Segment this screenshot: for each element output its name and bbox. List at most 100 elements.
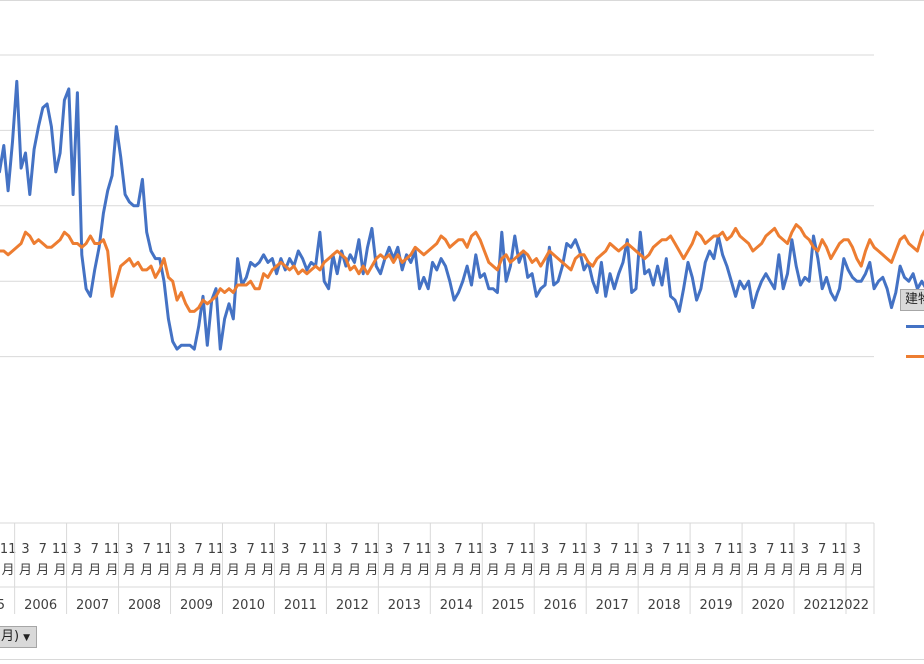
x-tick-month: 11: [52, 542, 69, 557]
x-tick-month-suffix: 月: [158, 563, 171, 578]
x-tick-month: 7: [91, 542, 99, 557]
x-tick-month-suffix: 月: [591, 563, 604, 578]
x-tick-year: 2010: [232, 598, 265, 613]
x-tick-month: 3: [21, 542, 29, 557]
x-tick-month: 11: [104, 542, 121, 557]
x-tick-month-suffix: 月: [123, 563, 136, 578]
x-tick-month-suffix: 月: [175, 563, 188, 578]
x-tick-month: 3: [73, 542, 81, 557]
x-tick-month-suffix: 月: [816, 563, 829, 578]
x-tick-year: 2020: [752, 598, 785, 613]
x-tick-month-suffix: 月: [2, 563, 15, 578]
x-tick-year: 2018: [648, 598, 681, 613]
x-tick-year: 2014: [440, 598, 473, 613]
series-layer: [0, 79, 924, 351]
x-tick-month: 11: [519, 542, 536, 557]
x-tick-month-suffix: 月: [504, 563, 517, 578]
axis-field-button[interactable]: 月) ▼: [0, 626, 37, 648]
x-tick-month: 7: [766, 542, 774, 557]
x-tick-month-suffix: 月: [677, 563, 690, 578]
legend-series-2-swatch: [906, 355, 924, 358]
x-tick-month-suffix: 月: [365, 563, 378, 578]
x-tick-month-suffix: 月: [712, 563, 725, 578]
axis-field-label: 月): [1, 629, 20, 644]
legend-series-1-swatch: [906, 325, 924, 328]
x-tick-month-suffix: 月: [487, 563, 500, 578]
x-tick-month-suffix: 月: [71, 563, 84, 578]
x-tick-month: 7: [610, 542, 618, 557]
x-tick-month-suffix: 月: [400, 563, 413, 578]
x-tick-month-suffix: 月: [694, 563, 707, 578]
x-tick-month: 7: [714, 542, 722, 557]
x-tick-month: 7: [402, 542, 410, 557]
x-tick-month: 3: [437, 542, 445, 557]
x-tick-month-suffix: 月: [746, 563, 759, 578]
x-tick-month-suffix: 月: [625, 563, 638, 578]
x-tick-month-suffix: 月: [642, 563, 655, 578]
x-tick-month-suffix: 月: [192, 563, 205, 578]
x-tick-month: 3: [385, 542, 393, 557]
x-tick-month-suffix: 月: [539, 563, 552, 578]
x-tick-month: 7: [506, 542, 514, 557]
x-tick-month: 7: [246, 542, 254, 557]
x-tick-month: 3: [749, 542, 757, 557]
x-tick-year: 2013: [388, 598, 421, 613]
x-tick-month: 3: [645, 542, 653, 557]
x-tick-month: 3: [489, 542, 497, 557]
x-tick-month: 3: [541, 542, 549, 557]
x-tick-month-suffix: 月: [469, 563, 482, 578]
x-tick-year: 2007: [76, 598, 109, 613]
x-tick-month-suffix: 月: [452, 563, 465, 578]
x-tick-month: 3: [853, 542, 861, 557]
x-tick-month-suffix: 月: [764, 563, 777, 578]
x-tick-month-suffix: 月: [140, 563, 153, 578]
x-tick-month-suffix: 月: [833, 563, 846, 578]
x-tick-month: 3: [801, 542, 809, 557]
x-tick-month-suffix: 月: [417, 563, 430, 578]
x-tick-month: 11: [312, 542, 329, 557]
x-tick-month: 11: [571, 542, 588, 557]
x-tick-month-suffix: 月: [660, 563, 673, 578]
x-tick-month-suffix: 月: [521, 563, 534, 578]
x-tick-year: 2009: [180, 598, 213, 613]
dropdown-arrow-icon: ▼: [23, 633, 30, 643]
x-tick-month: 3: [333, 542, 341, 557]
series-2-line: [0, 223, 924, 313]
x-tick-month-suffix: 月: [556, 563, 569, 578]
x-tick-year: 2008: [128, 598, 161, 613]
x-tick-month-suffix: 月: [331, 563, 344, 578]
x-tick-month: 11: [208, 542, 225, 557]
x-tick-month-suffix: 月: [348, 563, 361, 578]
x-tick-month: 11: [0, 542, 16, 557]
x-tick-month-suffix: 月: [798, 563, 811, 578]
x-tick-month: 11: [831, 542, 848, 557]
x-tick-month: 11: [623, 542, 640, 557]
x-tick-year: 2021: [803, 598, 836, 613]
x-tick-month: 7: [298, 542, 306, 557]
x-tick-month-suffix: 月: [296, 563, 309, 578]
x-tick-month-suffix: 月: [781, 563, 794, 578]
series-1-line: [0, 79, 924, 351]
x-tick-month: 7: [454, 542, 462, 557]
legend-header-label: 建物: [905, 292, 924, 307]
x-tick-month: 11: [675, 542, 692, 557]
x-tick-month: 11: [364, 542, 381, 557]
x-tick-month-suffix: 月: [88, 563, 101, 578]
x-tick-month-suffix: 月: [261, 563, 274, 578]
x-tick-month-suffix: 月: [850, 563, 863, 578]
x-tick-month-suffix: 月: [608, 563, 621, 578]
x-tick-month-suffix: 月: [106, 563, 119, 578]
x-tick-month: 3: [229, 542, 237, 557]
x-tick-month-suffix: 月: [573, 563, 586, 578]
x-tick-month: 7: [39, 542, 47, 557]
legend-header[interactable]: 建物: [900, 289, 924, 311]
x-tick-year: 2015: [492, 598, 525, 613]
x-tick-month-suffix: 月: [209, 563, 222, 578]
x-tick-month-suffix: 月: [435, 563, 448, 578]
x-tick-month: 3: [177, 542, 185, 557]
x-tick-month: 7: [662, 542, 670, 557]
x-tick-year: 2017: [596, 598, 629, 613]
